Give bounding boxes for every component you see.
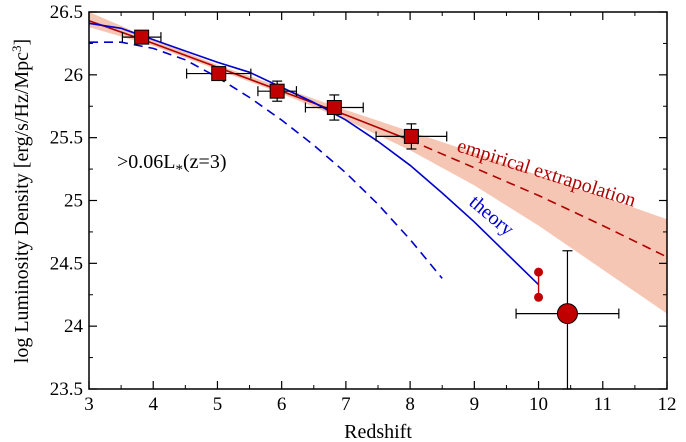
square-point-4: [403, 128, 419, 144]
x-tick-label-8: 11: [594, 394, 612, 415]
square-point-1: [211, 66, 227, 82]
x-tick-label-4: 7: [341, 394, 351, 415]
x-axis-title: Redshift: [344, 421, 412, 442]
empirical-line-dashed: [409, 139, 668, 258]
x-tick-label-9: 12: [658, 394, 677, 415]
y-tick-label-3: 25: [64, 191, 83, 212]
square-point-3: [326, 100, 342, 116]
threshold-sub: *: [176, 162, 184, 178]
y-axis-title: log Luminosity Density [erg/s/Hz/Mpc3]: [9, 39, 33, 363]
tick-layer: 3 4 5 6 7 8 9 10 11 12 23.5 24 24.5 25 25.5 26 26.5: [50, 2, 677, 415]
y-tick-label-5: 26: [64, 65, 83, 86]
y-axis-title-sup: 3: [9, 45, 24, 52]
x-tick-label-2: 5: [213, 394, 223, 415]
threshold-annotation: >0.06L*(z=3): [117, 151, 226, 178]
y-axis-title-close: ]: [11, 39, 33, 46]
square-point-2: [269, 83, 285, 99]
y-axis-title-main: log Luminosity Density [erg/s/Hz/Mpc: [11, 52, 33, 363]
marker-layer: [121, 29, 620, 390]
y-tick-label-6: 26.5: [50, 2, 83, 23]
y-tick-label-0: 23.5: [50, 379, 83, 400]
theory-dashed-line: [89, 41, 443, 279]
threshold-main: >0.06L: [117, 151, 176, 173]
x-tick-label-5: 8: [405, 394, 415, 415]
y-tick-label-2: 24.5: [50, 253, 83, 274]
z10-bound-point-1: [534, 292, 544, 302]
x-tick-label-7: 10: [529, 394, 548, 415]
theory-line: [88, 22, 540, 286]
x-tick-label-3: 6: [277, 394, 287, 415]
x-tick-label-1: 4: [148, 394, 158, 415]
large-circle-point: [556, 303, 578, 325]
threshold-rest: (z=3): [183, 151, 226, 173]
square-point-0: [134, 29, 150, 45]
y-tick-label-4: 25.5: [50, 128, 83, 149]
z10-bound-point-0: [534, 267, 544, 277]
y-tick-label-1: 24: [64, 316, 84, 337]
x-tick-label-6: 9: [470, 394, 480, 415]
x-tick-label-0: 3: [84, 394, 94, 415]
